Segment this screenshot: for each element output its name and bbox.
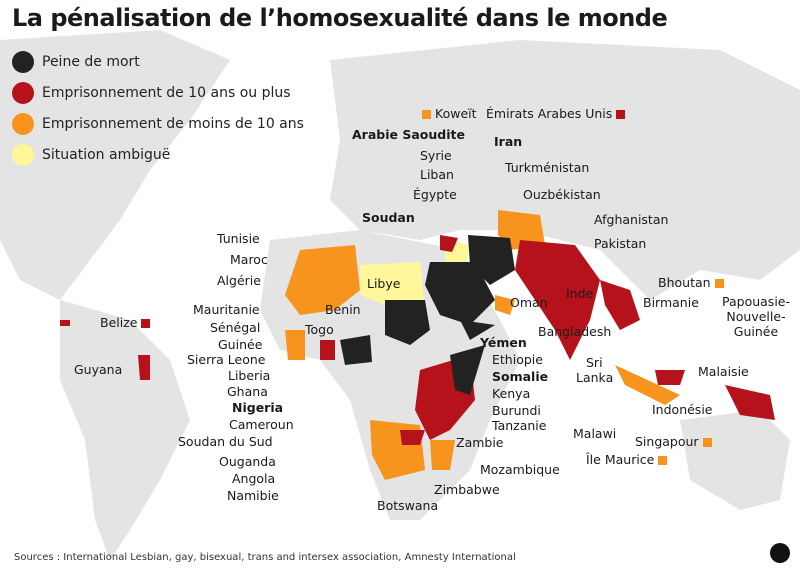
label-zambie: Zambie bbox=[456, 435, 504, 450]
legend-item-ambiguous: Situation ambiguë bbox=[12, 139, 304, 170]
label-zimbabwe: Zimbabwe bbox=[434, 482, 500, 497]
label-mozambique: Mozambique bbox=[480, 462, 560, 477]
legend-swatch bbox=[12, 50, 34, 73]
label-tunisie: Tunisie bbox=[217, 231, 260, 246]
label-botswana: Botswana bbox=[377, 498, 439, 513]
label-pakistan: Pakistan bbox=[594, 236, 647, 251]
label-ile-maurice: Île Maurice bbox=[586, 452, 671, 467]
label-oman: Oman bbox=[510, 295, 548, 310]
orange-marker bbox=[702, 438, 712, 447]
label-birmanie: Birmanie bbox=[643, 295, 699, 310]
orange-marker bbox=[714, 279, 724, 288]
label-liberia: Liberia bbox=[228, 368, 271, 383]
label-emirats: Émirats Arabes Unis bbox=[486, 106, 629, 121]
label-tanzanie: Tanzanie bbox=[492, 418, 547, 433]
label-ethiopie: Ethiopie bbox=[492, 352, 543, 367]
label-arabie-saoudite: Arabie Saoudite bbox=[352, 127, 465, 142]
label-indonesie: Indonésie bbox=[652, 402, 713, 417]
label-afghanistan: Afghanistan bbox=[594, 212, 669, 227]
label-inde: Inde bbox=[566, 286, 594, 301]
label-egypte: Égypte bbox=[413, 187, 457, 202]
label-malaisie: Malaisie bbox=[698, 364, 749, 379]
label-singapour: Singapour bbox=[635, 434, 716, 449]
label-ouganda: Ouganda bbox=[219, 454, 276, 469]
label-soudan: Soudan bbox=[362, 210, 415, 225]
red-marker bbox=[141, 319, 151, 328]
label-senegal: Sénégal bbox=[210, 320, 261, 335]
label-kenya: Kenya bbox=[492, 386, 531, 401]
label-angola: Angola bbox=[232, 471, 276, 486]
region-black bbox=[340, 235, 515, 395]
label-namibie: Namibie bbox=[227, 488, 279, 503]
label-nigeria: Nigeria bbox=[232, 400, 284, 415]
label-yemen: Yémen bbox=[480, 335, 527, 350]
red-marker bbox=[616, 110, 626, 119]
legend-item-death-penalty: Peine de mort bbox=[12, 46, 304, 77]
legend-swatch bbox=[12, 143, 34, 166]
legend-item-10-plus: Emprisonnement de 10 ans ou plus bbox=[12, 77, 304, 108]
label-benin: Benin bbox=[325, 302, 361, 317]
legend-item-under-10: Emprisonnement de moins de 10 ans bbox=[12, 108, 304, 139]
label-iran: Iran bbox=[494, 134, 523, 149]
label-maroc: Maroc bbox=[230, 252, 268, 267]
label-ouzbekistan: Ouzbékistan bbox=[523, 187, 601, 202]
label-belize: Belize bbox=[100, 315, 154, 330]
label-guyana: Guyana bbox=[74, 362, 123, 377]
label-bhoutan: Bhoutan bbox=[658, 275, 728, 290]
label-guinee: Guinée bbox=[218, 337, 263, 352]
label-syrie: Syrie bbox=[420, 148, 452, 163]
legend: Peine de mort Emprisonnement de 10 ans o… bbox=[12, 46, 304, 170]
label-burundi: Burundi bbox=[492, 403, 541, 418]
page-title: La pénalisation de l’homosexualité dans … bbox=[12, 4, 668, 32]
ide-logo bbox=[770, 543, 790, 563]
orange-marker bbox=[422, 110, 431, 119]
legend-swatch bbox=[12, 81, 34, 104]
label-cameroun: Cameroun bbox=[229, 417, 294, 432]
label-algerie: Algérie bbox=[217, 273, 261, 288]
label-togo: Togo bbox=[305, 322, 334, 337]
label-soudan-du-sud: Soudan du Sud bbox=[178, 434, 273, 449]
label-ghana: Ghana bbox=[227, 384, 268, 399]
label-somalie: Somalie bbox=[492, 369, 549, 384]
orange-marker bbox=[658, 456, 668, 465]
label-sri-lanka: Sri Lanka bbox=[576, 355, 614, 385]
sources-note: Sources : International Lesbian, gay, bi… bbox=[14, 552, 516, 563]
label-libye: Libye bbox=[367, 276, 401, 291]
label-malawi: Malawi bbox=[573, 426, 617, 441]
label-sierra-leone: Sierra Leone bbox=[187, 352, 266, 367]
label-mauritanie: Mauritanie bbox=[193, 302, 260, 317]
label-turkmenistan: Turkménistan bbox=[505, 160, 590, 175]
label-liban: Liban bbox=[420, 167, 454, 182]
legend-swatch bbox=[12, 112, 34, 135]
label-koweit: Koweït bbox=[418, 106, 477, 121]
label-papouasie-nouvelle-guinee: Papouasie- Nouvelle- Guinée bbox=[722, 294, 790, 339]
label-bangladesh: Bangladesh bbox=[538, 324, 612, 339]
